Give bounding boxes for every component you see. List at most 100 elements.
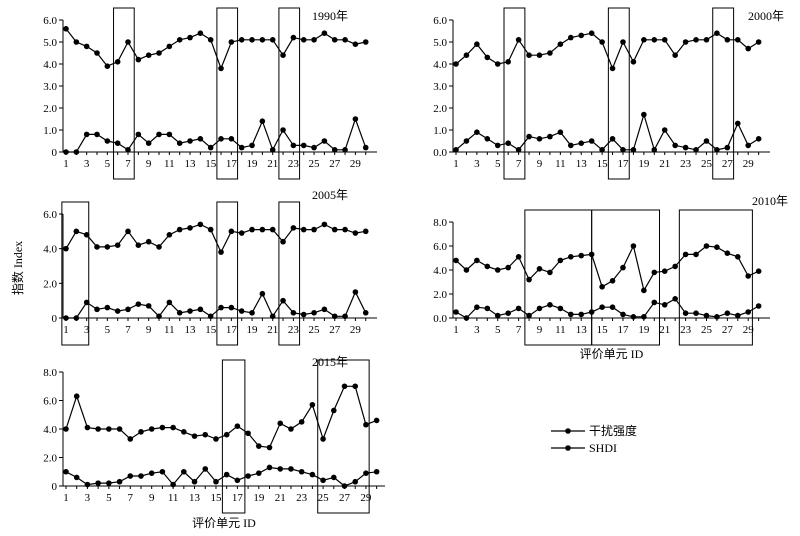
data-point [342,147,348,153]
data-point [672,296,678,302]
x-tick-label: 17 [617,158,629,170]
x-tick-label: 19 [253,492,265,504]
data-point [234,477,241,484]
data-point [494,312,501,319]
data-point [95,480,101,486]
y-tick-label: 4.0 [43,244,57,256]
data-point [159,468,166,475]
y-tick-label: 4.0 [43,424,57,436]
data-point [474,304,480,311]
data-point [207,144,214,151]
x-tick-label: 5 [105,324,111,336]
x-tick-label: 21 [267,324,278,336]
data-point [651,147,658,153]
data-point [526,276,532,283]
y-tick-label: 0 [52,147,58,159]
data-point [682,310,689,317]
x-tick-label: 7 [125,158,131,170]
x-tick-label: 5 [106,492,112,504]
x-tick-label: 3 [85,492,91,504]
data-point [588,30,595,36]
data-point [651,299,658,306]
y-tick-label: 6.0 [43,209,57,221]
data-point [536,52,543,58]
y-tick-label: 0 [52,313,58,325]
y-tick-label: 0.0 [433,147,447,159]
data-point [755,136,762,142]
y-tick-label: 4.0 [433,59,447,71]
data-point [266,464,273,471]
data-point [269,37,276,43]
data-point [135,131,142,138]
data-point [288,426,294,432]
data-point [578,252,585,259]
data-point [321,138,328,144]
data-point [145,303,152,309]
data-point [745,273,752,279]
y-tick-label: 4.0 [433,265,447,277]
data-point [557,129,564,135]
data-point [218,249,224,255]
data-point [83,232,90,238]
data-point [125,228,131,235]
data-point [256,443,262,449]
x-tick-label: 23 [288,324,300,336]
data-point [238,308,245,314]
data-point [474,129,480,135]
data-point [494,61,501,67]
data-point [330,407,337,414]
data-point [630,147,637,153]
data-point [547,302,553,308]
data-point [187,225,193,231]
data-point [311,310,317,316]
data-point [249,142,255,149]
x-tick-label: 13 [576,324,588,336]
x-tick-label: 29 [350,158,362,170]
data-point [755,303,762,309]
x-tick-label: 27 [722,324,734,336]
data-point [290,225,297,231]
x-tick-label: 13 [576,158,588,170]
data-point [484,136,491,142]
chart-panel-1: 01.02.03.04.05.06.01 3 5 7 9 11 13 15 17 19 21 23 25… [43,7,377,180]
data-point [181,429,187,435]
data-point [330,474,337,481]
data-point [463,267,470,273]
data-point [63,149,69,155]
x-tick-label: 25 [309,324,321,336]
x-tick-label: 25 [701,158,713,170]
data-point [567,311,574,318]
data-point [245,473,251,479]
data-point [494,142,501,149]
x-tick-label: 17 [226,158,238,170]
data-point [474,257,480,264]
highlight-box [216,201,239,346]
y-axis-label: 指数 Index [10,241,25,295]
data-point [202,466,209,472]
data-point [661,127,668,133]
data-point [672,142,678,149]
x-tick-label: 29 [743,324,755,336]
data-point [578,311,585,318]
data-point [269,226,276,233]
data-point [703,37,710,43]
data-point [73,149,80,155]
data-point [672,52,678,58]
data-point [352,383,359,390]
data-point [148,426,155,432]
x-tick-label: 25 [701,324,713,336]
legend-marker [565,445,571,451]
y-tick-label: 8.0 [43,367,57,379]
data-point [526,52,532,58]
data-point [484,263,491,270]
highlight-box [317,359,370,514]
data-point [166,232,173,238]
y-tick-label: 6.0 [433,241,447,253]
data-point [311,144,317,151]
data-point [599,304,605,311]
data-point [104,244,111,250]
highlight-box [61,201,90,346]
data-point [342,226,348,233]
x-tick-label: 5 [495,158,501,170]
data-point [505,59,511,65]
